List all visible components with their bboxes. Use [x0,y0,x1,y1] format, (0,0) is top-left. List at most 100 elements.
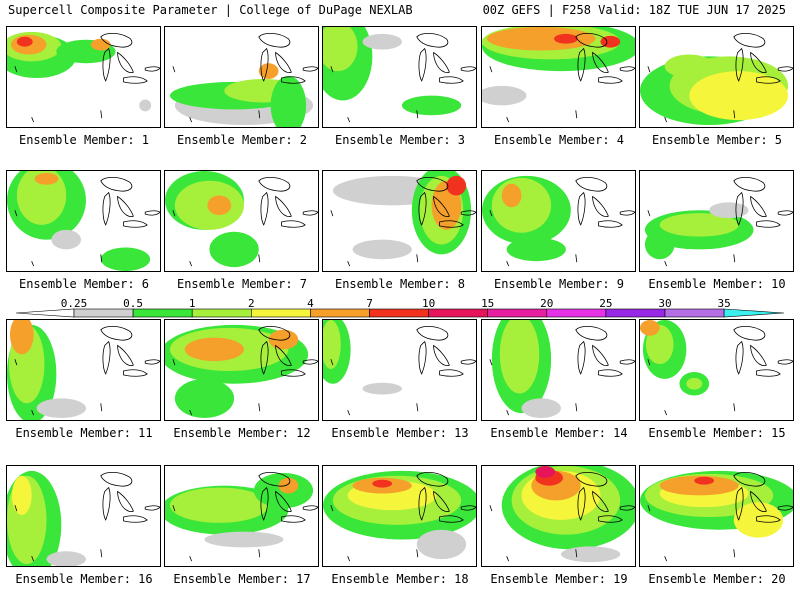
map-border-marks [14,505,103,562]
great-lakes-outline [258,32,318,84]
scp-contour-area [501,183,522,208]
panel-label: Ensemble Member: 9 [493,277,625,291]
panel-label: Ensemble Member: 16 [15,572,153,586]
scp-contour-area [169,487,269,523]
panel-label: Ensemble Member: 20 [648,572,786,586]
scp-contour-area [491,177,552,233]
scp-contour-area [352,239,412,260]
scp-contour-area [401,95,462,116]
run-valid-time: 00Z GEFS | F258 Valid: 18Z TUE JUN 17 20… [482,3,786,17]
scp-contour-area [521,398,561,419]
map-border-marks [172,210,261,267]
scp-contour-area [554,33,578,44]
scp-contour-area [46,551,86,566]
colorbar-swatch [251,308,311,318]
scp-contour-area [323,320,341,370]
colorbar-swatch [664,308,725,318]
colorbar-min-arrow [15,308,75,318]
map-border-marks [489,359,578,416]
scp-field-map [7,470,160,566]
ensemble-panel-8 [322,170,477,272]
scp-field-map [640,320,793,416]
scp-contour-area [446,175,467,196]
scp-field-map [7,171,160,271]
panel-label: Ensemble Member: 11 [15,426,153,440]
great-lakes-outline [733,176,793,228]
scp-contour-area [362,382,402,395]
scp-contour-area [270,76,307,127]
colorbar-max-arrow [723,308,785,318]
panel-label: Ensemble Member: 3 [334,133,466,147]
scp-contour-area [184,337,244,362]
scp-contour-area [11,475,32,516]
colorbar-tick-label: 1 [188,297,196,310]
ensemble-panel-1 [6,26,161,128]
scp-contour-area [90,38,111,51]
ensemble-panel-18 [322,465,477,567]
scp-field-map [482,175,635,267]
scp-field-map [165,471,318,562]
colorbar-tick-label: 2 [247,297,255,310]
great-lakes-outline [416,471,476,523]
great-lakes-outline [100,176,160,228]
map-border-marks [14,210,103,267]
map-border-marks [14,66,103,123]
ensemble-panel-19 [481,465,636,567]
great-lakes-outline [100,325,160,377]
great-lakes-outline [575,32,635,84]
ensemble-panel-14 [481,319,636,421]
ensemble-panel-10 [639,170,794,272]
map-title: Supercell Composite Parameter | College … [8,3,413,17]
scp-contour-area [709,202,749,219]
scp-contour-area [204,531,284,548]
colorbar-tick-label: 4 [307,297,314,310]
colorbar-swatch [191,308,252,318]
scp-field-map [489,320,635,419]
map-border-marks [172,359,261,416]
colorbar-tick-label: 30 [658,297,672,310]
scp-contour-area [34,172,59,185]
ensemble-panel-16 [6,465,161,567]
colorbar-tick-label: 0.25 [60,297,88,310]
map-border-marks [647,210,736,267]
scp-contour-area [16,36,33,47]
scp-contour-area [323,27,358,72]
colorbar-tick-label: 7 [366,297,373,310]
scp-field-map [165,324,318,419]
scp-contour-area [689,71,789,121]
scp-field-map [323,27,476,123]
scp-contour-area [686,377,703,390]
colorbar-swatch [369,308,429,318]
panel-label: Ensemble Member: 19 [490,572,628,586]
scp-contour-area [499,320,540,394]
scp-contour-area [486,27,596,51]
great-lakes-outline [100,32,160,84]
scp-field-map [7,31,160,123]
panel-label: Ensemble Member: 14 [490,426,628,440]
colorbar-swatch [605,308,666,318]
scp-contour-area [659,213,739,237]
great-lakes-outline [258,176,318,228]
ensemble-panel-4 [481,26,636,128]
ensemble-panel-3 [322,26,477,128]
scp-contour-area [482,85,527,106]
map-border-marks [330,66,419,123]
colorbar-swatch [132,308,193,318]
scp-field-map [482,27,635,123]
colorbar-swatch [428,308,489,318]
scp-contour-area [362,33,402,50]
colorbar-tick-label: 10 [421,297,436,310]
great-lakes-outline [416,176,476,228]
map-border-marks [172,66,261,123]
scp-contour-area [416,529,467,560]
scp-contour-area [535,466,556,478]
scp-contour-area [278,477,299,494]
scp-field-map [489,466,635,563]
scp-contour-area [733,502,784,538]
ensemble-panel-5 [639,26,794,128]
scp-contour-area [560,546,621,563]
ensemble-panel-9 [481,170,636,272]
scp-field-map [640,470,793,562]
scp-contour-area [174,378,235,419]
map-border-marks [489,210,578,267]
